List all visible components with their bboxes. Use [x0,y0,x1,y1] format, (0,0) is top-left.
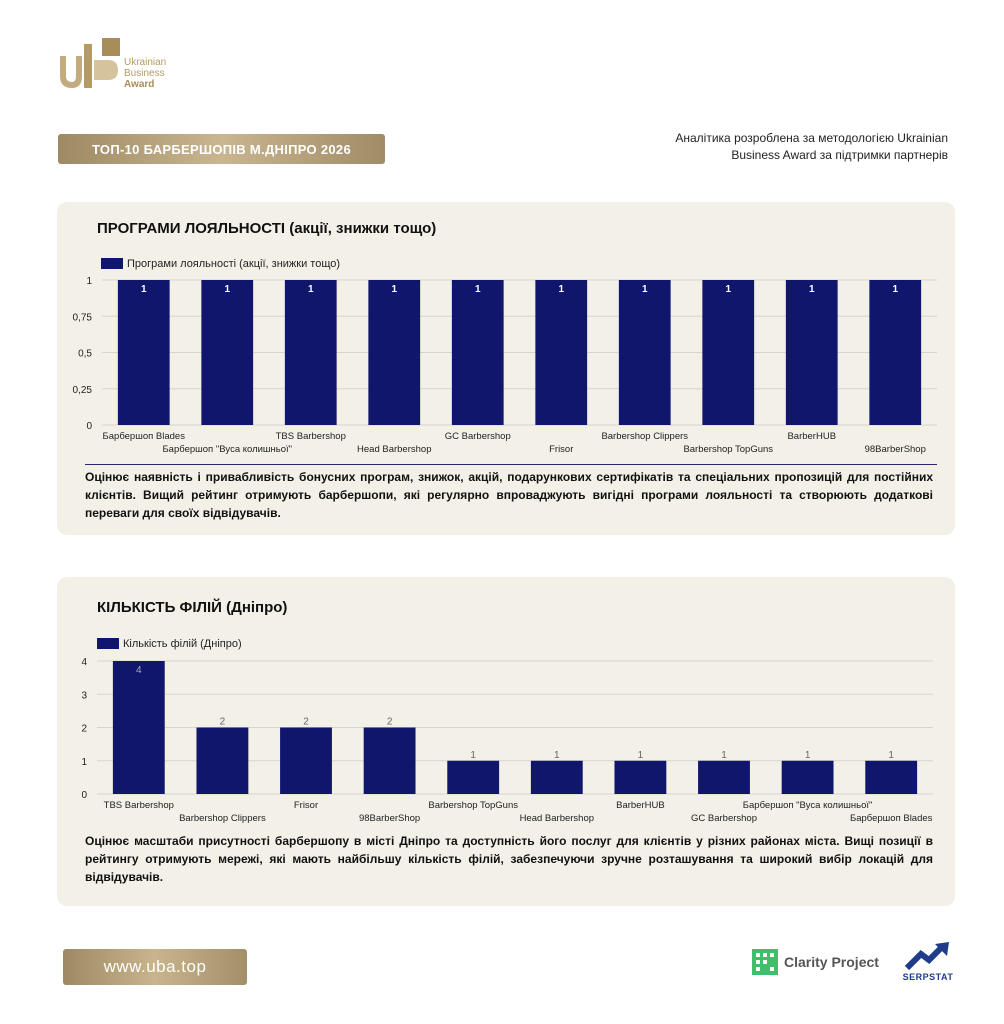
bar [117,280,170,425]
chart-description: Оцінює масштаби присутності барбершопу в… [85,834,933,884]
bar [785,280,838,425]
bar [201,280,254,425]
bar [368,280,421,425]
clarity-project-name: Clarity Project [784,954,879,970]
x-tick-label: TBS Barbershop [276,431,346,442]
x-tick-label: Барбершоп "Вуса колишньої" [162,444,292,455]
data-label: 1 [725,284,731,295]
x-tick-label: Барбершоп "Вуса колишньої" [743,800,873,811]
branches-chart-card: КІЛЬКІСТЬ ФІЛІЙ (Дніпро) Кількість філій… [57,577,955,906]
x-tick-label: Frisor [294,800,318,811]
y-tick-label: 1 [86,276,92,287]
x-tick-label: Barbershop Clippers [179,813,266,824]
bar [196,727,249,794]
y-tick-label: 2 [81,724,87,735]
divider [85,464,937,465]
data-label: 1 [892,284,898,295]
website-link[interactable]: www.uba.top [63,949,247,985]
branches-chart: Кількість філій (Дніпро) 0 1 2 3 4 4 TBS Barber… [81,638,933,824]
loyalty-chart: Програми лояльності (акції, знижки тощо)… [73,258,937,455]
bar [865,760,918,794]
x-tick-label: BarberHUB [616,800,665,811]
x-tick-label: GC Barbershop [691,813,757,824]
x-tick-label: TBS Barbershop [104,800,174,811]
legend-label: Програми лояльності (акції, знижки тощо) [127,258,340,270]
x-tick-label: BarberHUB [787,431,836,442]
serpstat-icon [904,942,949,971]
bar [618,280,671,425]
x-tick-label: Barbershop TopGuns [428,800,518,811]
y-tick-label: 4 [81,657,87,668]
data-label: 1 [475,284,481,295]
data-label: 1 [638,750,644,761]
data-label: 2 [387,717,393,728]
data-label: 2 [220,717,226,728]
bar [284,280,337,425]
bar [535,280,588,425]
y-tick-label: 0,75 [73,312,93,323]
bar [112,661,165,794]
chart-title: КІЛЬКІСТЬ ФІЛІЙ (Дніпро) [97,599,288,616]
bar [869,280,922,425]
data-label: 1 [805,750,811,761]
loyalty-chart-card: ПРОГРАМИ ЛОЯЛЬНОСТІ (акції, знижки тощо)… [57,202,955,535]
data-label: 4 [136,665,142,676]
data-label: 1 [888,750,894,761]
bar [530,760,583,794]
bar [363,727,416,794]
clarity-project-logo: Clarity Project [752,948,879,976]
legend-swatch [97,638,119,649]
data-label: 1 [558,284,564,295]
chart-title: ПРОГРАМИ ЛОЯЛЬНОСТІ (акції, знижки тощо) [97,220,437,237]
y-tick-label: 0 [81,790,87,801]
x-tick-label: GC Barbershop [445,431,511,442]
chart-description: Оцінює наявність і привабливість бонусни… [85,470,933,520]
bar [702,280,755,425]
data-label: 1 [470,750,476,761]
x-tick-label: 98BarberShop [359,813,420,824]
x-tick-label: Barbershop TopGuns [683,444,773,455]
legend-swatch [101,258,123,269]
data-label: 1 [809,284,815,295]
bar [451,280,504,425]
x-tick-label: 98BarberShop [865,444,926,455]
x-tick-label: Frisor [549,444,573,455]
x-tick-label: Head Barbershop [520,813,594,824]
data-label: 1 [721,750,727,761]
page-title: ТОП-10 БАРБЕРШОПІВ М.ДНІПРО 2026 [58,134,385,164]
x-tick-label: Барбершоп Blades [103,431,186,442]
y-tick-label: 0,5 [78,349,92,360]
serpstat-name: SERPSTAT [902,972,954,982]
data-label: 1 [224,284,230,295]
ukrainian-business-award-logo-icon [60,38,120,88]
data-label: 2 [303,717,309,728]
data-label: 1 [141,284,147,295]
clarity-project-icon [752,949,778,975]
bar [781,760,834,794]
x-tick-label: Барбершоп Blades [850,813,933,824]
data-label: 1 [308,284,314,295]
bar [614,760,667,794]
x-tick-label: Barbershop Clippers [601,431,688,442]
bar [698,760,750,794]
bar [280,727,332,794]
serpstat-logo: SERPSTAT [900,940,956,984]
y-tick-label: 0,25 [73,385,93,396]
bar [447,760,500,794]
y-tick-label: 0 [86,421,92,432]
logo-text: Ukrainian Business Award [124,57,167,90]
x-tick-label: Head Barbershop [357,444,431,455]
legend-label: Кількість філій (Дніпро) [123,638,242,650]
data-label: 1 [642,284,648,295]
data-label: 1 [554,750,560,761]
y-tick-label: 3 [81,690,87,701]
analytics-note: Аналітика розроблена за методологією Ukr… [675,131,948,162]
data-label: 1 [391,284,397,295]
y-tick-label: 1 [81,757,87,768]
